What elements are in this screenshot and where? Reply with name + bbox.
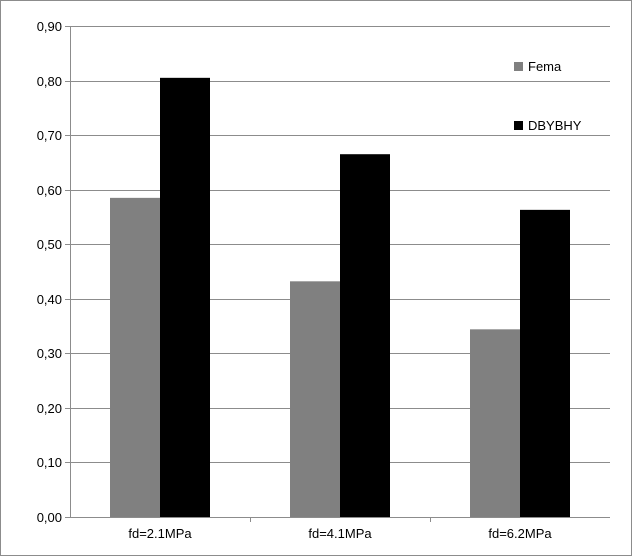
y-tick-label: 0,80 — [37, 74, 62, 89]
x-tick-label: fd=6.2MPa — [488, 526, 552, 541]
bar-dbybhy-2 — [340, 154, 390, 517]
x-axis-ticks: fd=2.1MPa fd=4.1MPa fd=6.2MPa — [128, 517, 552, 541]
legend-swatch-dbybhy — [514, 121, 523, 130]
y-tick-label: 0,30 — [37, 346, 62, 361]
legend-label-fema: Fema — [528, 59, 562, 74]
bar-fema-2 — [290, 281, 340, 517]
legend-label-dbybhy: DBYBHY — [528, 118, 582, 133]
bar-fema-1 — [110, 197, 160, 517]
y-tick-label: 0,20 — [37, 401, 62, 416]
y-tick-label: 0,70 — [37, 128, 62, 143]
bar-fema-3 — [470, 329, 520, 517]
y-tick-label: 0,50 — [37, 237, 62, 252]
bar-dbybhy-1 — [160, 77, 210, 518]
y-tick-label: 0,10 — [37, 455, 62, 470]
bars — [110, 77, 570, 518]
y-tick-label: 0,90 — [37, 19, 62, 34]
legend: Fema DBYBHY — [514, 59, 582, 133]
y-tick-label: 0,40 — [37, 292, 62, 307]
bar-dbybhy-3 — [520, 209, 570, 517]
axes — [70, 26, 610, 518]
x-tick-label: fd=2.1MPa — [128, 526, 192, 541]
y-tick-label: 0,00 — [37, 510, 62, 525]
x-tick-label: fd=4.1MPa — [308, 526, 372, 541]
legend-swatch-fema — [514, 62, 523, 71]
y-tick-label: 0,60 — [37, 183, 62, 198]
y-axis-ticks: 0,00 0,10 0,20 0,30 0,40 0,50 0,60 0,70 0,80 0,90 — [37, 19, 70, 525]
